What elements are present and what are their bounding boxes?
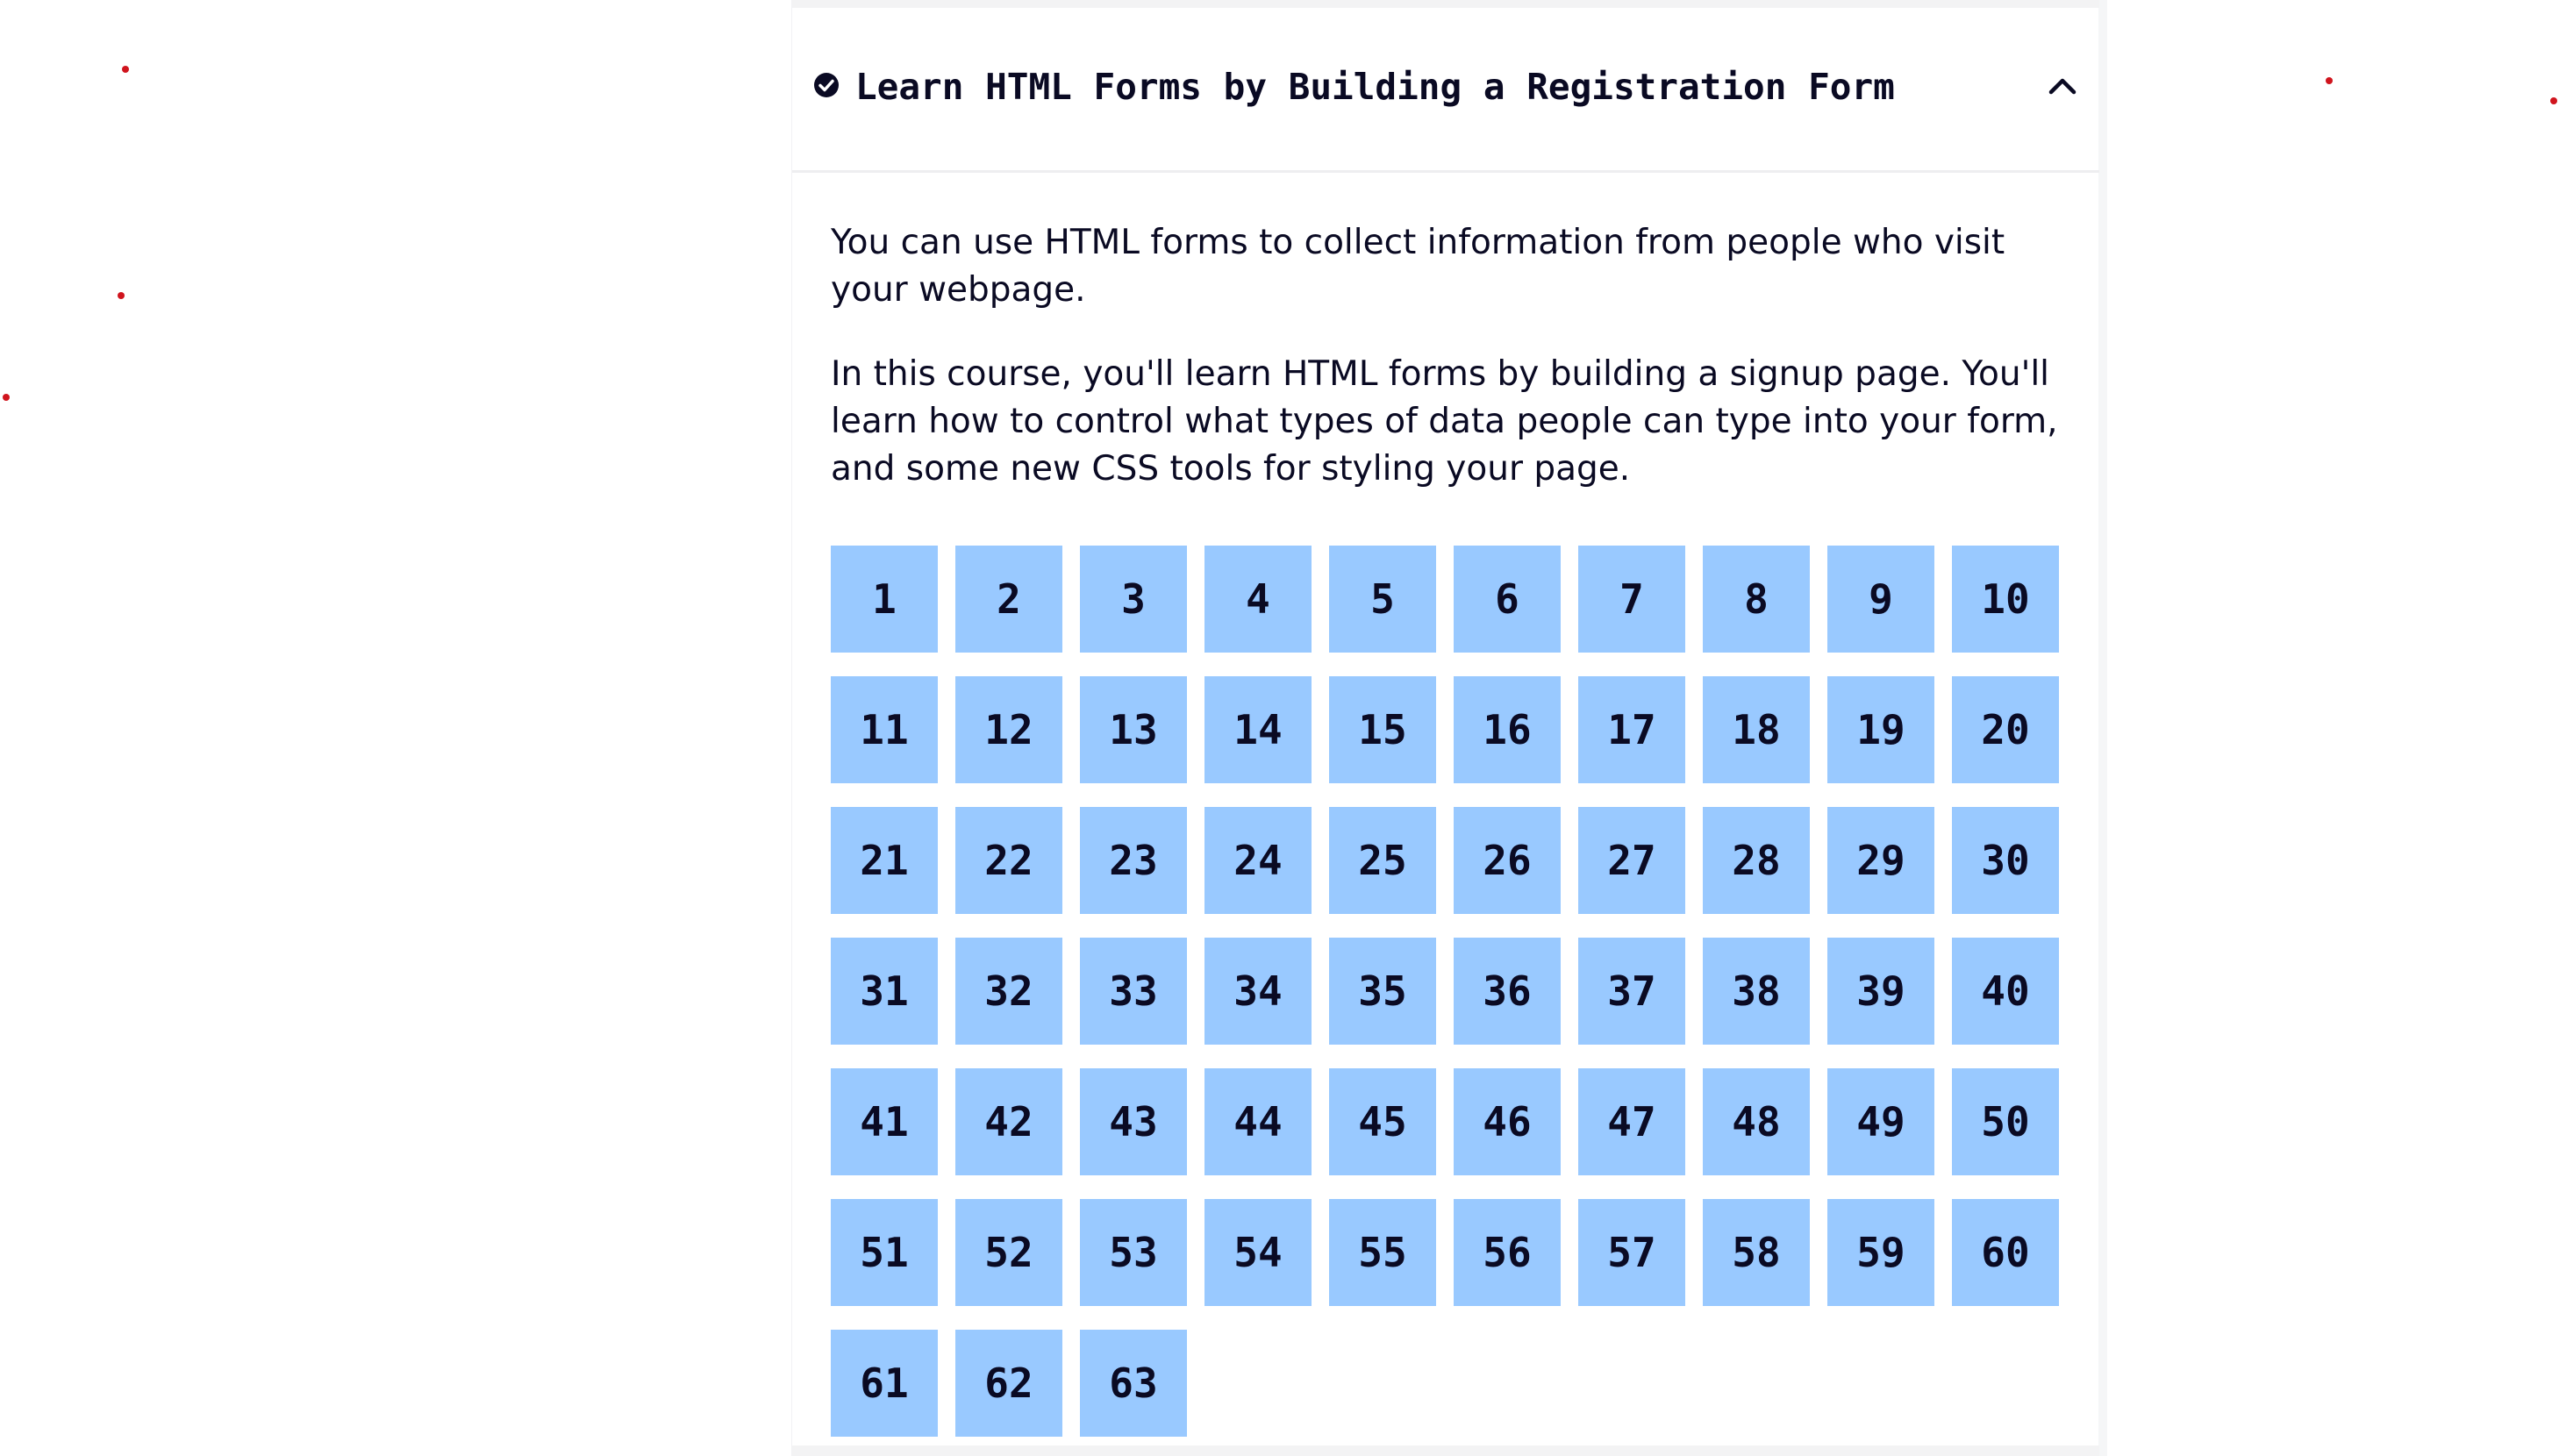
step-button-31[interactable]: 31: [831, 938, 938, 1045]
step-button-28[interactable]: 28: [1703, 807, 1810, 914]
step-button-22[interactable]: 22: [955, 807, 1062, 914]
step-button-4[interactable]: 4: [1204, 546, 1312, 653]
step-button-35[interactable]: 35: [1329, 938, 1436, 1045]
step-button-40[interactable]: 40: [1952, 938, 2059, 1045]
step-button-52[interactable]: 52: [955, 1199, 1062, 1306]
step-button-38[interactable]: 38: [1703, 938, 1810, 1045]
step-button-14[interactable]: 14: [1204, 676, 1312, 783]
step-button-43[interactable]: 43: [1080, 1068, 1187, 1175]
step-button-16[interactable]: 16: [1454, 676, 1561, 783]
step-button-19[interactable]: 19: [1827, 676, 1934, 783]
top-divider: [792, 0, 2099, 8]
step-button-2[interactable]: 2: [955, 546, 1062, 653]
step-button-32[interactable]: 32: [955, 938, 1062, 1045]
bottom-divider: [792, 1445, 2099, 1456]
step-button-9[interactable]: 9: [1827, 546, 1934, 653]
step-button-57[interactable]: 57: [1578, 1199, 1685, 1306]
step-button-6[interactable]: 6: [1454, 546, 1561, 653]
step-button-53[interactable]: 53: [1080, 1199, 1187, 1306]
step-button-15[interactable]: 15: [1329, 676, 1436, 783]
chevron-up-icon[interactable]: [2047, 73, 2078, 97]
course-panel: Learn HTML Forms by Building a Registrat…: [791, 0, 2107, 1456]
step-button-46[interactable]: 46: [1454, 1068, 1561, 1175]
step-button-48[interactable]: 48: [1703, 1068, 1810, 1175]
step-button-42[interactable]: 42: [955, 1068, 1062, 1175]
cursor-dot: [118, 292, 125, 299]
step-button-41[interactable]: 41: [831, 1068, 938, 1175]
step-button-50[interactable]: 50: [1952, 1068, 2059, 1175]
step-button-17[interactable]: 17: [1578, 676, 1685, 783]
course-header-toggle[interactable]: Learn HTML Forms by Building a Registrat…: [792, 8, 2099, 173]
check-circle-icon: [814, 73, 839, 97]
cursor-dot: [2550, 97, 2557, 104]
step-button-54[interactable]: 54: [1204, 1199, 1312, 1306]
step-button-62[interactable]: 62: [955, 1330, 1062, 1437]
step-button-13[interactable]: 13: [1080, 676, 1187, 783]
step-button-45[interactable]: 45: [1329, 1068, 1436, 1175]
course-description-2: In this course, you'll learn HTML forms …: [831, 354, 2058, 489]
cursor-dot: [122, 66, 129, 73]
course-title: Learn HTML Forms by Building a Registrat…: [855, 66, 1895, 108]
step-button-12[interactable]: 12: [955, 676, 1062, 783]
step-button-39[interactable]: 39: [1827, 938, 1934, 1045]
step-button-37[interactable]: 37: [1578, 938, 1685, 1045]
step-button-5[interactable]: 5: [1329, 546, 1436, 653]
step-button-11[interactable]: 11: [831, 676, 938, 783]
step-button-49[interactable]: 49: [1827, 1068, 1934, 1175]
course-description-1: You can use HTML forms to collect inform…: [831, 223, 2005, 310]
step-button-25[interactable]: 25: [1329, 807, 1436, 914]
step-button-47[interactable]: 47: [1578, 1068, 1685, 1175]
step-button-21[interactable]: 21: [831, 807, 938, 914]
step-button-59[interactable]: 59: [1827, 1199, 1934, 1306]
step-button-18[interactable]: 18: [1703, 676, 1810, 783]
step-button-33[interactable]: 33: [1080, 938, 1187, 1045]
step-grid: 1 2 3 4 5 6 7 8 9 10 11 12 13 14 15 16 17 18 19 20 21 22 23 24 2…: [831, 546, 2059, 1437]
step-button-30[interactable]: 30: [1952, 807, 2059, 914]
step-button-56[interactable]: 56: [1454, 1199, 1561, 1306]
step-button-10[interactable]: 10: [1952, 546, 2059, 653]
step-button-60[interactable]: 60: [1952, 1199, 2059, 1306]
step-button-44[interactable]: 44: [1204, 1068, 1312, 1175]
step-button-7[interactable]: 7: [1578, 546, 1685, 653]
step-button-1[interactable]: 1: [831, 546, 938, 653]
step-button-3[interactable]: 3: [1080, 546, 1187, 653]
cursor-dot: [3, 394, 10, 401]
step-button-29[interactable]: 29: [1827, 807, 1934, 914]
step-button-26[interactable]: 26: [1454, 807, 1561, 914]
step-button-23[interactable]: 23: [1080, 807, 1187, 914]
step-button-51[interactable]: 51: [831, 1199, 938, 1306]
step-button-36[interactable]: 36: [1454, 938, 1561, 1045]
step-button-8[interactable]: 8: [1703, 546, 1810, 653]
cursor-dot: [2326, 77, 2333, 84]
step-button-55[interactable]: 55: [1329, 1199, 1436, 1306]
step-button-63[interactable]: 63: [1080, 1330, 1187, 1437]
step-button-61[interactable]: 61: [831, 1330, 938, 1437]
step-button-27[interactable]: 27: [1578, 807, 1685, 914]
step-button-58[interactable]: 58: [1703, 1199, 1810, 1306]
step-button-34[interactable]: 34: [1204, 938, 1312, 1045]
step-button-24[interactable]: 24: [1204, 807, 1312, 914]
step-button-20[interactable]: 20: [1952, 676, 2059, 783]
